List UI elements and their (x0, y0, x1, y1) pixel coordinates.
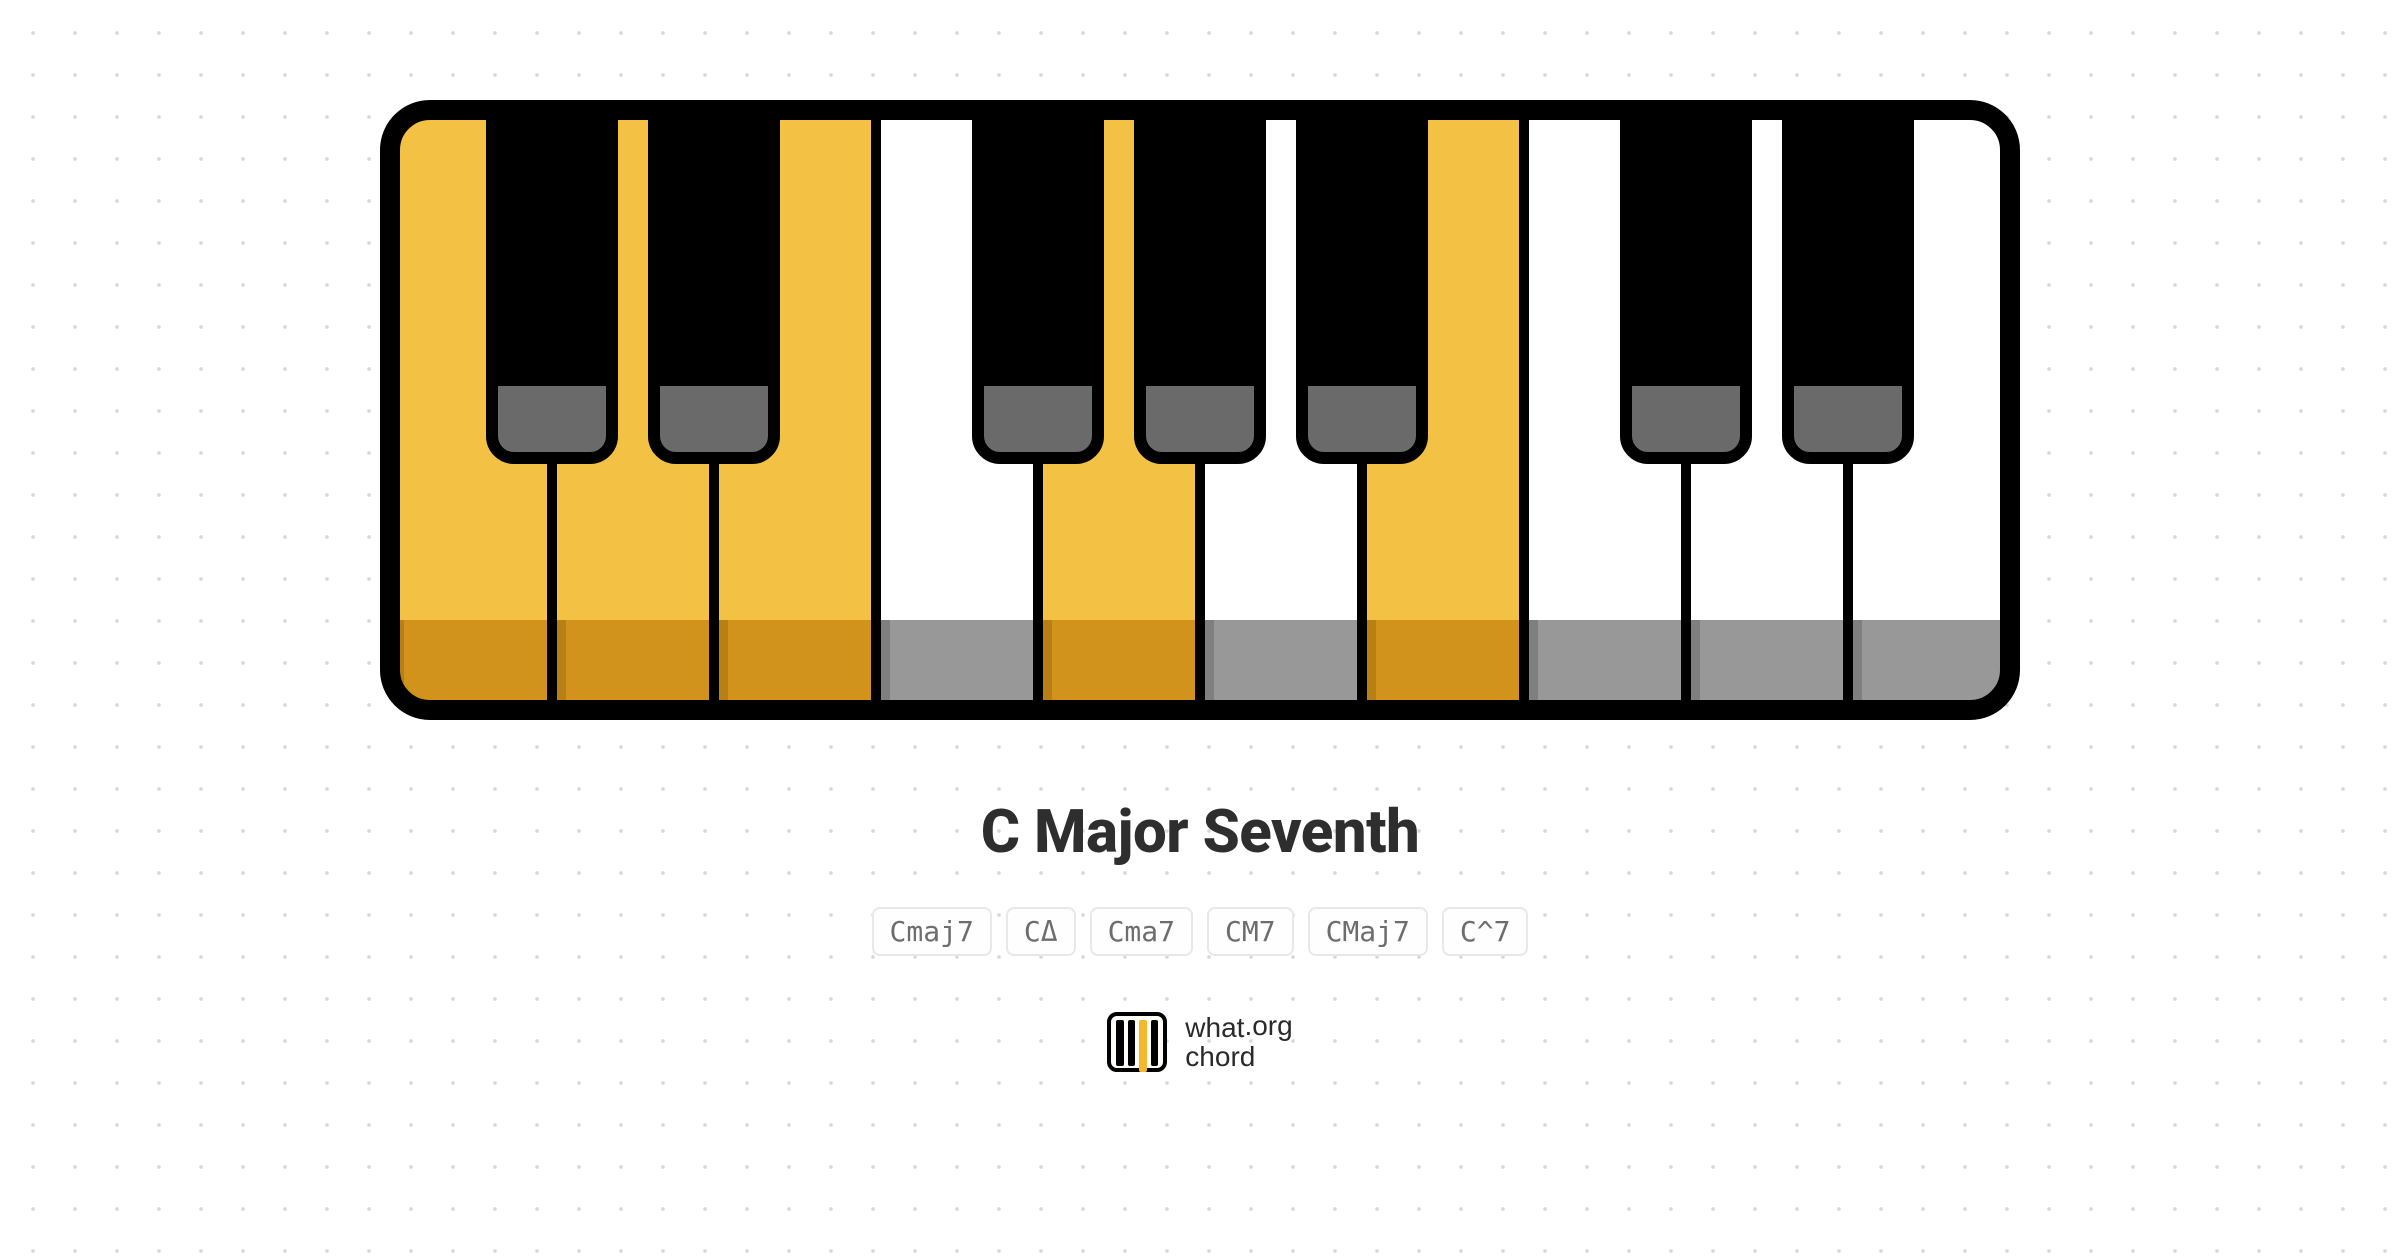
chord-tag-row: Cmaj7 CΔ Cma7 CM7 CMaj7 C^7 (872, 907, 1529, 956)
piano-keyboard (380, 100, 2020, 720)
brand-text: what.org chord (1185, 1013, 1292, 1072)
chord-tag: CMaj7 (1308, 907, 1428, 956)
chord-tag: CM7 (1207, 907, 1294, 956)
chord-tag: Cmaj7 (872, 907, 992, 956)
brand-icon (1107, 1012, 1167, 1072)
brand: what.org chord (1107, 1012, 1292, 1072)
chord-tag: Cma7 (1090, 907, 1193, 956)
chord-tag: CΔ (1006, 907, 1076, 956)
chord-tag: C^7 (1442, 907, 1529, 956)
chord-title: C Major Seventh (981, 796, 1420, 867)
